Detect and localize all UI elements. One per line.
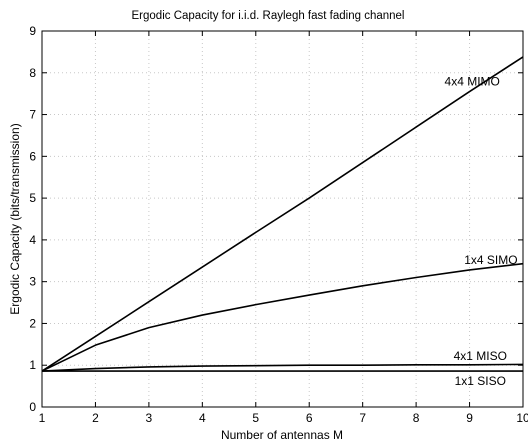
y-tick-label: 8 bbox=[29, 66, 36, 80]
series-layer bbox=[41, 56, 524, 372]
series-label: 4x4 MIMO bbox=[445, 75, 500, 89]
y-tick-label: 9 bbox=[29, 24, 36, 38]
series-label-layer: 4x4 MIMO 1x4 SIMO 4x1 MISO 1x1 SISO bbox=[445, 75, 518, 388]
series-line-4x4-mimo bbox=[41, 56, 524, 372]
y-axis-label: Ergodic Capacity (bits/transmission) bbox=[8, 123, 22, 314]
grid-layer bbox=[42, 31, 523, 407]
series-label: 1x4 SIMO bbox=[464, 253, 517, 267]
chart-title: Ergodic Capacity for i.i.d. Raylegh fast… bbox=[132, 10, 405, 22]
y-tick-label: 4 bbox=[29, 233, 36, 247]
x-tick-label: 2 bbox=[92, 411, 99, 425]
x-axis-label: Number of antennas M bbox=[221, 428, 343, 442]
x-tick-label: 8 bbox=[413, 411, 420, 425]
series-label: 4x1 MISO bbox=[454, 349, 507, 363]
y-tick-label: 3 bbox=[29, 275, 36, 289]
y-tick-label: 5 bbox=[29, 191, 36, 205]
plot-area-frame bbox=[41, 30, 524, 408]
series-line-4x1-miso bbox=[41, 363, 524, 372]
y-tick-label: 2 bbox=[29, 316, 36, 330]
series-label: 1x1 SISO bbox=[455, 374, 506, 388]
y-tick-label: 1 bbox=[29, 358, 36, 372]
x-tick-label: 10 bbox=[516, 411, 528, 425]
series-line-1x4-simo bbox=[41, 262, 524, 372]
y-tick-label: 7 bbox=[29, 108, 36, 122]
x-tick-label: 6 bbox=[306, 411, 313, 425]
x-tick-label: 5 bbox=[252, 411, 259, 425]
x-tick-label: 1 bbox=[39, 411, 46, 425]
y-tick-label: 6 bbox=[29, 149, 36, 163]
x-tick-label: 4 bbox=[199, 411, 206, 425]
x-tick-label: 3 bbox=[146, 411, 153, 425]
y-tick-label: 0 bbox=[29, 400, 36, 414]
x-tick-label: 9 bbox=[466, 411, 473, 425]
x-tick-label: 7 bbox=[359, 411, 366, 425]
